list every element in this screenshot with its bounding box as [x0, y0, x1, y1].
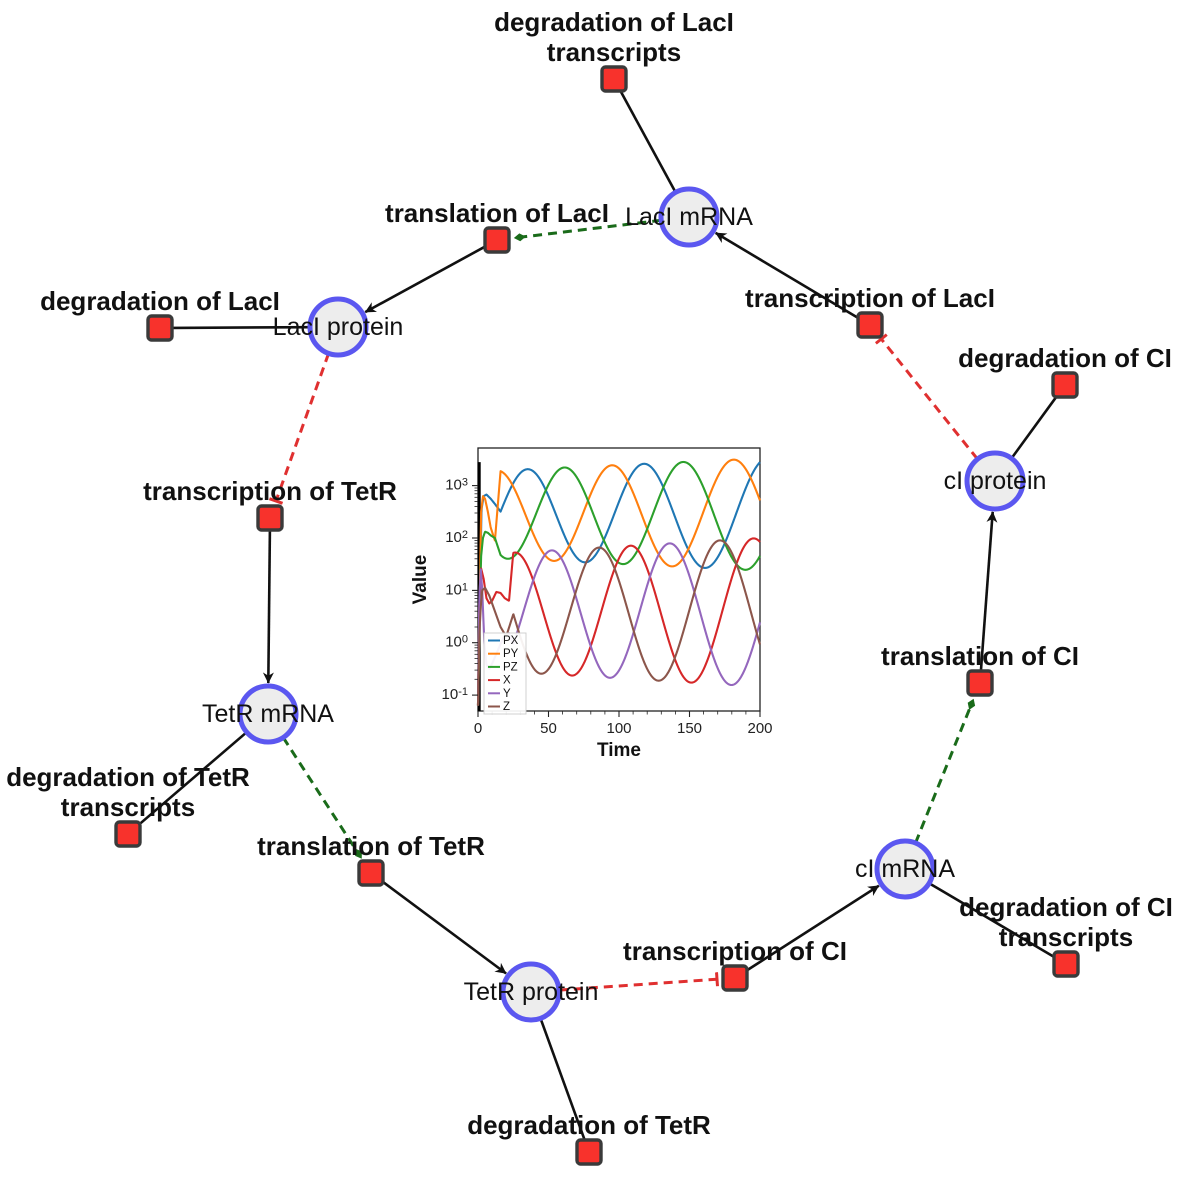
- svg-text:103: 103: [445, 477, 468, 494]
- svg-text:102: 102: [445, 529, 468, 546]
- svg-text:150: 150: [677, 720, 702, 737]
- svg-text:PY: PY: [503, 648, 519, 660]
- svg-text:transcription of CI: transcription of CI: [623, 936, 847, 966]
- svg-text:transcripts: transcripts: [999, 922, 1133, 952]
- svg-text:degradation of TetR: degradation of TetR: [6, 762, 250, 792]
- svg-text:degradation of CI: degradation of CI: [958, 343, 1172, 373]
- svg-text:transcripts: transcripts: [61, 792, 195, 822]
- svg-text:Z: Z: [503, 701, 510, 713]
- svg-text:TetR protein: TetR protein: [464, 978, 599, 1006]
- svg-text:transcription of LacI: transcription of LacI: [745, 283, 995, 313]
- svg-text:50: 50: [540, 720, 557, 737]
- svg-text:transcripts: transcripts: [547, 37, 681, 67]
- svg-text:degradation of LacI: degradation of LacI: [494, 7, 734, 37]
- svg-text:Time: Time: [597, 740, 641, 761]
- svg-text:degradation of TetR: degradation of TetR: [467, 1110, 711, 1140]
- svg-text:10-1: 10-1: [442, 686, 468, 703]
- svg-text:translation of LacI: translation of LacI: [385, 198, 609, 228]
- svg-text:degradation of CI: degradation of CI: [959, 892, 1173, 922]
- svg-text:X: X: [503, 675, 511, 687]
- svg-text:100: 100: [445, 634, 468, 651]
- svg-text:transcription of TetR: transcription of TetR: [143, 476, 397, 506]
- svg-text:0: 0: [474, 720, 482, 737]
- svg-text:100: 100: [606, 720, 631, 737]
- svg-text:translation of CI: translation of CI: [881, 641, 1079, 671]
- svg-text:PZ: PZ: [503, 661, 518, 673]
- svg-text:LacI mRNA: LacI mRNA: [625, 203, 753, 231]
- svg-text:200: 200: [747, 720, 772, 737]
- svg-text:Value: Value: [410, 555, 431, 605]
- svg-text:PX: PX: [503, 635, 519, 647]
- svg-text:Y: Y: [503, 688, 511, 700]
- svg-text:TetR mRNA: TetR mRNA: [202, 700, 334, 728]
- svg-text:cI mRNA: cI mRNA: [855, 855, 955, 883]
- svg-text:degradation of LacI: degradation of LacI: [40, 286, 280, 316]
- svg-text:cI protein: cI protein: [944, 467, 1047, 495]
- svg-text:101: 101: [445, 581, 468, 598]
- svg-text:LacI protein: LacI protein: [273, 313, 404, 341]
- svg-text:translation of TetR: translation of TetR: [257, 831, 485, 861]
